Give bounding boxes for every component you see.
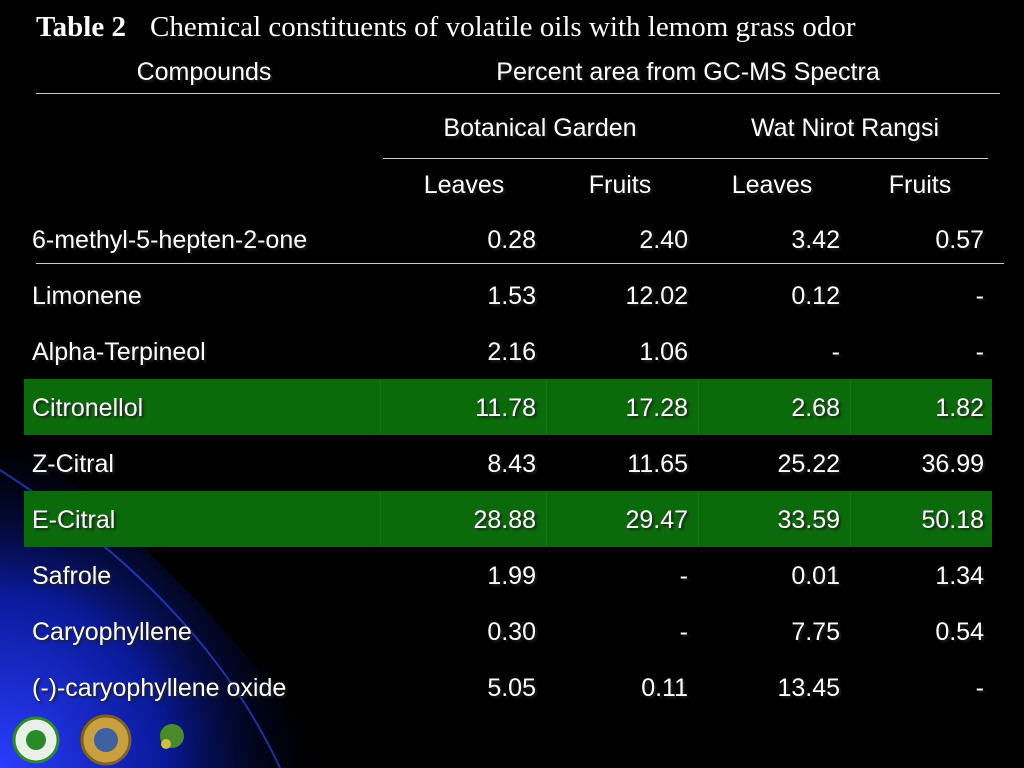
compound-name: Z-Citral <box>32 450 114 478</box>
cell-value: 0.30 <box>487 618 536 646</box>
cell-value: 0.57 <box>935 226 984 254</box>
header: Wat Nirot Rangsi <box>750 114 940 142</box>
column-header: Fruits <box>588 171 652 199</box>
cell-value: - <box>975 674 984 702</box>
cell-value: 13.45 <box>777 674 840 702</box>
column-header: Fruits <box>888 171 952 199</box>
header: Percent area from GC-MS Spectra <box>496 58 880 86</box>
cell-value: 1.82 <box>935 394 984 422</box>
title: Table 2 Chemical constituents of volatile… <box>36 10 856 44</box>
highlight-row <box>24 379 992 435</box>
cell-value: 2.68 <box>791 394 840 422</box>
compound-name: Limonene <box>32 282 142 310</box>
cell-value: - <box>975 338 984 366</box>
cell-value: 25.22 <box>777 450 840 478</box>
compound-name: Alpha-Terpineol <box>32 338 206 366</box>
cell-value: 11.65 <box>627 450 688 478</box>
column-header: Leaves <box>423 171 505 199</box>
compound-name: (-)-caryophyllene oxide <box>32 674 287 702</box>
cell-value: 0.12 <box>791 282 840 310</box>
cell-value: 1.99 <box>487 562 536 590</box>
cell-value: 28.88 <box>473 506 536 534</box>
cell-value: 8.43 <box>487 450 536 478</box>
cell-value: 36.99 <box>921 450 984 478</box>
cell-value: 7.75 <box>791 618 840 646</box>
compound-name: Safrole <box>32 562 112 590</box>
cell-value: 0.28 <box>487 226 536 254</box>
compound-name: Citronellol <box>32 394 144 422</box>
cell-value: 2.16 <box>487 338 536 366</box>
column-header: Leaves <box>731 171 813 199</box>
cell-value: 11.78 <box>475 394 536 422</box>
cell-value: 1.34 <box>935 562 984 590</box>
cell-value: 1.06 <box>639 338 688 366</box>
compound-name: Caryophyllene <box>32 618 192 646</box>
cell-value: 5.05 <box>487 674 536 702</box>
cell-value: 29.47 <box>625 506 688 534</box>
cell-value: 3.42 <box>791 226 840 254</box>
cell-value: 0.01 <box>791 562 840 590</box>
cell-value: 2.40 <box>639 226 688 254</box>
title-text: Chemical constituents of volatile oils w… <box>150 11 856 43</box>
rule <box>36 93 1000 94</box>
cell-value: 1.53 <box>487 282 536 310</box>
rule <box>36 263 1004 264</box>
header: Compounds <box>136 58 272 86</box>
cell-value: 0.54 <box>935 618 984 646</box>
cell-value: - <box>831 338 840 366</box>
highlight-row <box>24 491 992 547</box>
cell-value: 0.11 <box>641 674 688 702</box>
cell-value: 12.02 <box>625 282 688 310</box>
cell-value: - <box>975 282 984 310</box>
compound-name: 6-methyl-5-hepten-2-one <box>32 226 308 254</box>
cell-value: 33.59 <box>777 506 840 534</box>
compound-name: E-Citral <box>32 506 116 534</box>
cell-value: - <box>679 562 688 590</box>
rule <box>383 158 988 159</box>
table-label: Table 2 <box>36 11 126 43</box>
cell-value: 50.18 <box>921 506 984 534</box>
cell-value: - <box>679 618 688 646</box>
header: Botanical Garden <box>443 114 637 142</box>
cell-value: 17.28 <box>625 394 688 422</box>
